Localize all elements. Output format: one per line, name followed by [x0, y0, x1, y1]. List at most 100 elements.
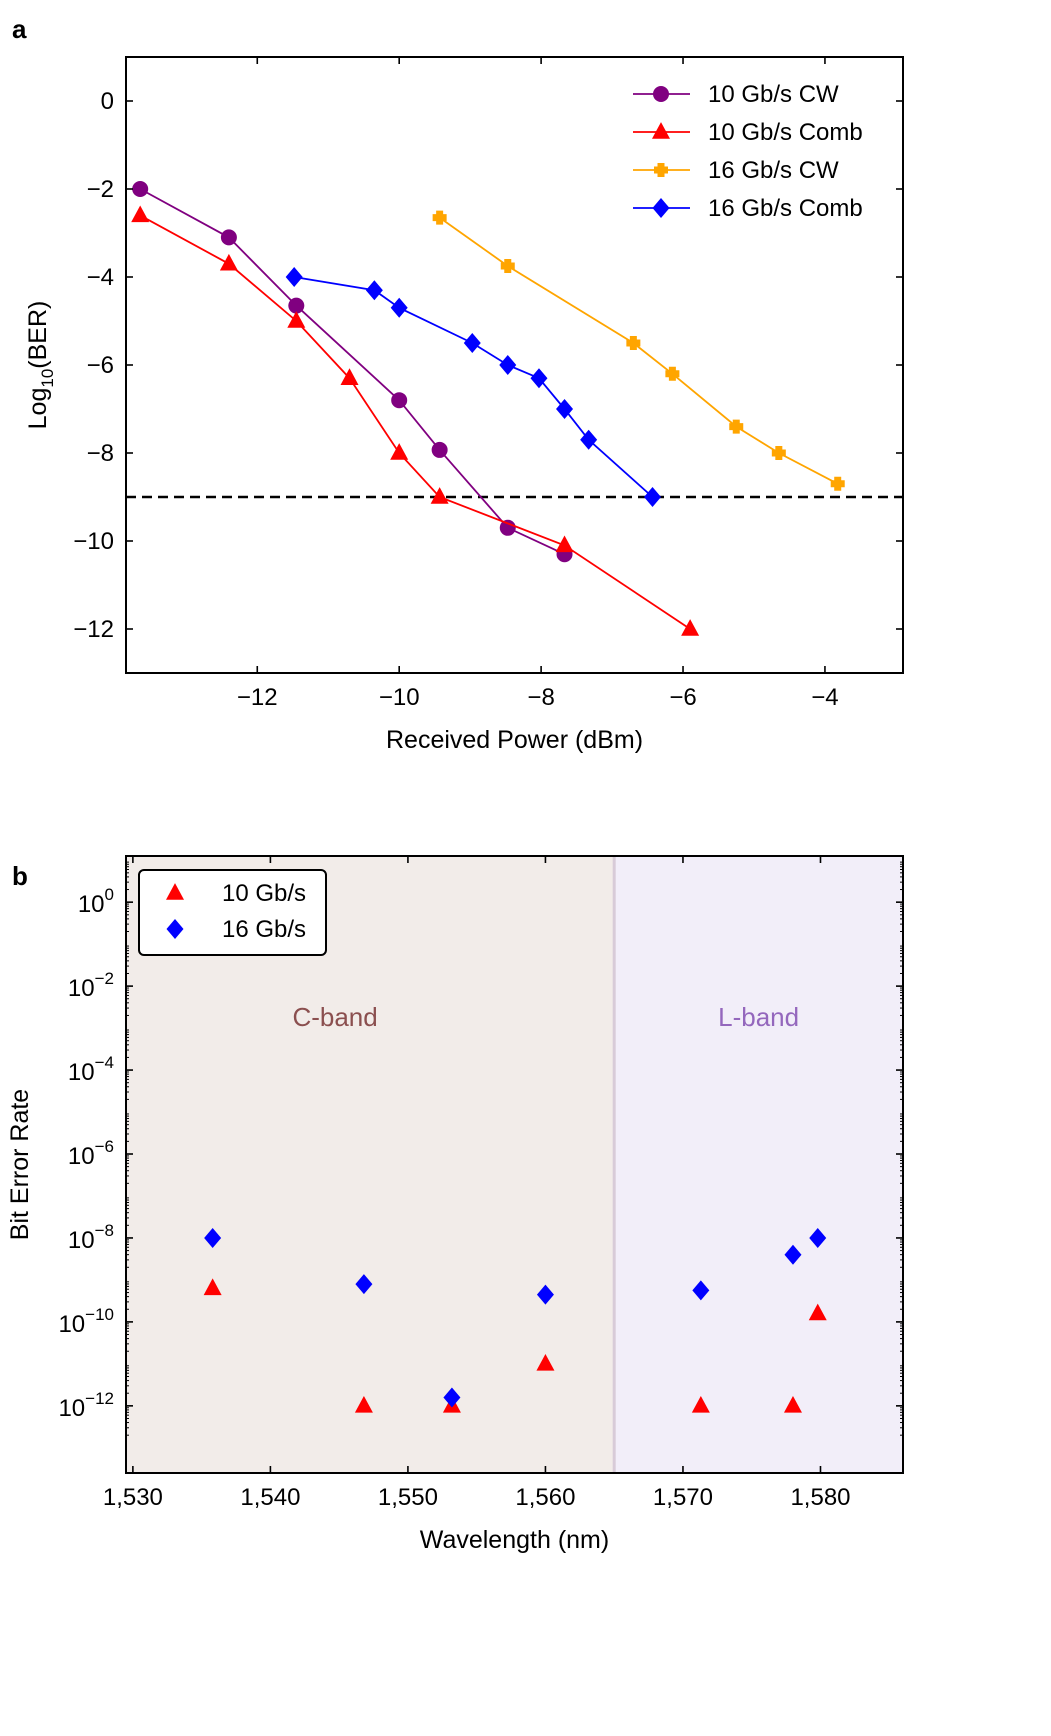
y-tick-mantissa: 10: [68, 1059, 95, 1086]
data-point: [204, 1227, 222, 1248]
y-tick-label: 100: [78, 885, 114, 918]
y-tick-mantissa: 10: [78, 891, 105, 918]
ber-vs-wavelength-chart: C-band L-band 1,530 1,540 1,550 1,560 1,570 1,5…: [6, 855, 904, 1554]
series-line: [439, 216, 839, 485]
data-point: [729, 419, 744, 434]
y-tick-label: −4: [87, 264, 114, 291]
data-point: [285, 267, 303, 287]
y-tick-label: 10−6: [68, 1137, 114, 1170]
x-tick-label: −8: [527, 684, 554, 711]
series-line: [294, 276, 654, 498]
legend-label: 10 Gb/s CW: [708, 81, 839, 108]
data-point: [530, 368, 548, 389]
legend-marker: [652, 198, 670, 218]
data-point: [556, 399, 574, 419]
x-tick-label: 1,560: [515, 1484, 575, 1511]
data-point: [431, 441, 448, 458]
legend-label: 16 Gb/s: [222, 916, 306, 943]
y-tick-label: 10−2: [68, 969, 114, 1002]
x-tick-label: 1,540: [240, 1484, 300, 1511]
region-c-band: [126, 856, 615, 1473]
y-tick-label: 10−8: [68, 1221, 114, 1254]
data-point: [499, 519, 516, 536]
data-point: [500, 259, 515, 273]
data-point: [288, 297, 305, 314]
y-tick-exponent: −10: [85, 1305, 114, 1324]
region-label: C-band: [292, 1002, 377, 1032]
x-tick-label: −4: [811, 684, 838, 711]
series-1: [204, 1227, 827, 1408]
legend-marker: [653, 86, 669, 102]
legend-label: 16 Gb/s CW: [708, 157, 839, 184]
legend-label: 16 Gb/s Comb: [708, 195, 863, 222]
data-point: [771, 446, 786, 460]
y-axis-label: Log10(BER): [24, 301, 57, 430]
legend: 10 Gb/s CW 10 Gb/s Comb 16 Gb/s CW 16 Gb/s …: [633, 81, 863, 222]
y-axis-label-tail: (BER): [24, 301, 52, 369]
data-point: [665, 366, 680, 381]
x-tick-label: −12: [237, 684, 278, 711]
legend-marker: [166, 919, 184, 939]
y-tick-label: −10: [73, 528, 114, 555]
y-tick-label: 0: [101, 88, 114, 115]
data-point: [536, 1284, 554, 1305]
y-axis-label: Bit Error Rate: [6, 1089, 34, 1240]
x-tick-label: −10: [379, 684, 420, 711]
data-point: [555, 535, 574, 553]
data-point: [132, 181, 149, 197]
series-line: [139, 188, 565, 556]
x-tick-label: 1,530: [103, 1484, 163, 1511]
panel-a-label: a: [12, 14, 27, 44]
y-tick-label: 10−10: [58, 1305, 114, 1338]
series-line: [139, 214, 691, 630]
y-axis-label-main: Log: [24, 388, 52, 430]
y-tick-label: −2: [87, 176, 114, 203]
x-tick-label: 1,570: [653, 1484, 713, 1511]
series-1: [131, 205, 700, 636]
data-point: [463, 333, 481, 353]
y-tick-label: 10−4: [68, 1053, 114, 1086]
y-axis-label-subscript: 10: [38, 369, 57, 388]
ber-vs-power-chart: −12 −10 −8 −6 −4 0 −2 −4 −6 −8 −10 −12 Received Powe…: [24, 56, 904, 754]
data-point: [784, 1244, 802, 1265]
legend-box: [138, 869, 327, 956]
data-point: [390, 297, 408, 318]
y-tick-exponent: −4: [95, 1053, 114, 1072]
region-label: L-band: [718, 1002, 799, 1032]
y-tick-mantissa: 10: [58, 1395, 85, 1422]
data-point: [432, 210, 447, 225]
y-tick-exponent: −6: [95, 1137, 114, 1156]
legend-marker: [654, 163, 668, 177]
data-point: [354, 1395, 373, 1413]
y-tick-exponent: 0: [105, 885, 114, 904]
data-point: [808, 1303, 827, 1321]
y-tick-exponent: −2: [95, 969, 114, 988]
data-point: [219, 253, 238, 271]
data-point: [340, 368, 359, 385]
data-point: [681, 619, 700, 636]
data-point: [692, 1280, 710, 1301]
data-point: [499, 355, 517, 375]
data-point: [355, 1274, 373, 1295]
data-point: [391, 392, 408, 409]
data-point: [430, 487, 449, 504]
legend-marker: [166, 883, 184, 900]
y-tick-exponent: −12: [85, 1389, 114, 1408]
y-tick-label: 10−12: [58, 1389, 114, 1422]
y-tick-label: −6: [87, 352, 114, 379]
legend: 10 Gb/s 16 Gb/s: [138, 869, 327, 956]
data-point: [287, 311, 306, 328]
x-axis-label: Wavelength (nm): [420, 1526, 609, 1554]
data-point: [536, 1353, 555, 1371]
legend-marker: [652, 122, 670, 139]
x-axis-label: Received Power (dBm): [386, 726, 643, 754]
y-tick-mantissa: 10: [68, 975, 95, 1002]
y-tick-label: −12: [73, 616, 114, 643]
data-point: [691, 1395, 710, 1413]
panel-b-label: b: [12, 861, 28, 891]
plot-frame: [125, 855, 904, 1474]
legend-label: 10 Gb/s: [222, 880, 306, 907]
region-l-band: [614, 856, 903, 1473]
data-point: [626, 336, 641, 350]
series-3: [285, 267, 662, 507]
